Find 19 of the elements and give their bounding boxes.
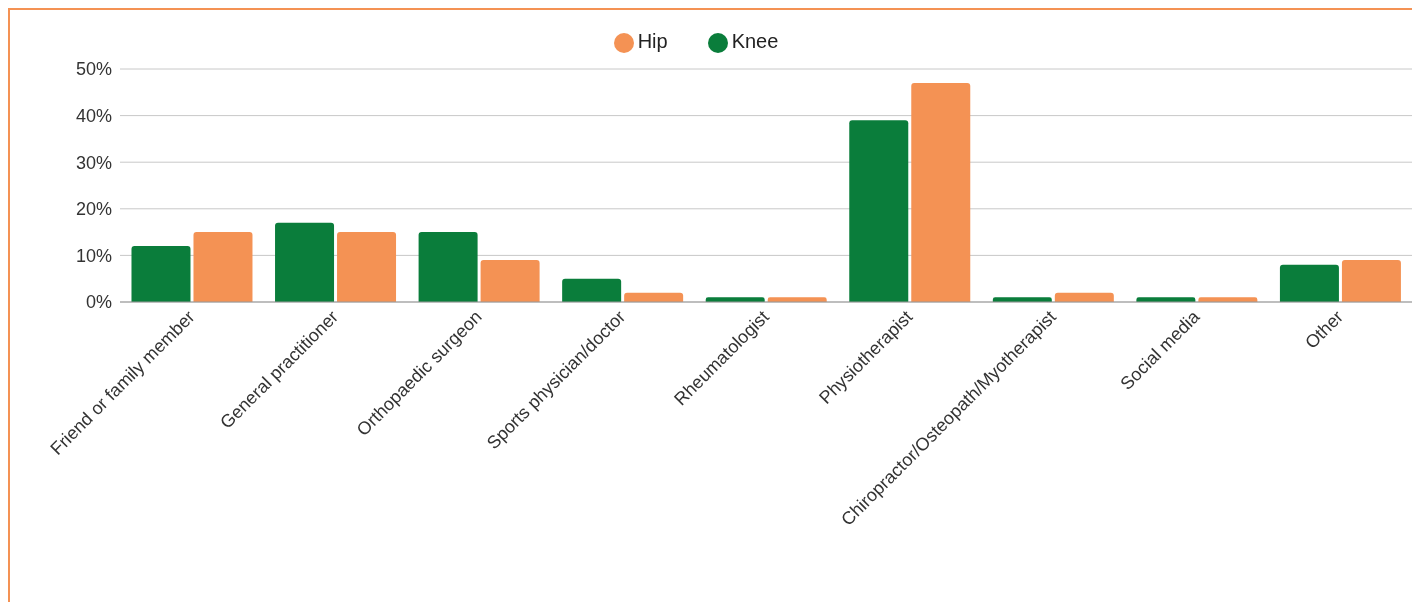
legend-label: Knee [731,30,779,52]
bar [418,232,478,302]
bar [337,232,397,302]
y-tick-label: 20% [75,199,112,220]
y-tick-label: 30% [75,152,112,173]
bar [911,82,971,302]
bar [131,246,191,302]
bar [849,120,909,302]
bar [1279,264,1339,302]
y-tick-label: 0% [85,292,112,313]
y-tick-label: 40% [75,105,112,126]
bar [480,260,540,302]
bar [562,278,622,302]
y-tick-label: 50% [75,59,112,80]
bar [1341,260,1401,302]
y-tick-label: 10% [75,245,112,266]
legend-label: Hip [637,30,668,52]
bar [275,222,335,302]
bar [193,232,253,302]
